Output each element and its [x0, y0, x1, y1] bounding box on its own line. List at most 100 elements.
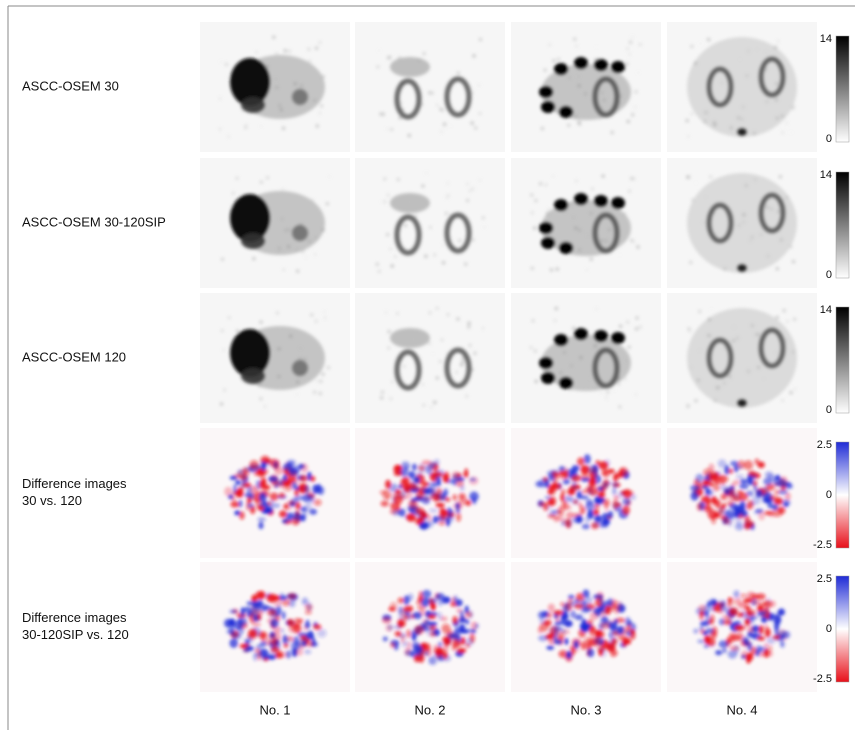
difference-speck [577, 457, 584, 465]
difference-speck [588, 464, 596, 473]
difference-speck [394, 495, 403, 505]
uptake [421, 382, 425, 386]
uptake [573, 37, 577, 41]
difference-speck [559, 466, 566, 471]
difference-speck [582, 524, 590, 529]
difference-speck [599, 594, 603, 603]
difference-speck [288, 593, 297, 599]
difference-speck [690, 485, 699, 492]
image-panel [355, 158, 505, 288]
difference-speck [259, 502, 268, 507]
difference-speck [293, 624, 301, 633]
difference-speck [442, 473, 449, 483]
difference-speck [465, 500, 471, 506]
uptake [638, 43, 642, 47]
difference-speck [456, 480, 464, 487]
uptake [737, 264, 747, 272]
difference-speck [704, 505, 712, 511]
uptake [321, 372, 325, 376]
difference-speck [564, 620, 572, 627]
row-label: ASCC-OSEM 30-120SIP [22, 214, 166, 229]
uptake [709, 308, 713, 312]
colorbar [836, 36, 849, 142]
colorbar-label: 0 [826, 269, 832, 281]
difference-speck [253, 601, 260, 609]
uptake [611, 197, 625, 209]
difference-speck [441, 514, 445, 520]
uptake [554, 307, 558, 311]
uptake [323, 310, 327, 314]
difference-speck [459, 493, 466, 500]
uptake [442, 247, 446, 251]
difference-speck [465, 619, 469, 625]
difference-speck [625, 639, 631, 645]
uptake [483, 225, 487, 229]
uptake [690, 112, 694, 116]
difference-speck [729, 632, 736, 637]
uptake [470, 121, 474, 125]
difference-speck [777, 610, 784, 615]
uptake [791, 260, 795, 264]
uptake [438, 360, 442, 364]
difference-speck [442, 637, 450, 642]
uptake [687, 175, 691, 179]
uptake [327, 175, 331, 179]
difference-speck [617, 491, 624, 498]
uptake [466, 199, 470, 203]
uptake [707, 37, 711, 41]
column-label: No. 3 [570, 702, 601, 717]
difference-speck [739, 483, 748, 489]
difference-speck [571, 498, 580, 505]
uptake [554, 199, 568, 211]
difference-speck [244, 638, 253, 643]
uptake [789, 391, 793, 395]
difference-speck [406, 490, 413, 499]
difference-speck [398, 509, 405, 517]
uptake [266, 176, 270, 180]
difference-speck [229, 619, 234, 626]
uptake [477, 83, 481, 87]
difference-speck [318, 486, 325, 495]
uptake [255, 50, 259, 54]
difference-speck [613, 500, 619, 509]
uptake [390, 380, 394, 384]
difference-speck [735, 620, 741, 625]
difference-speck [441, 624, 450, 634]
uptake [694, 399, 698, 403]
difference-speck [274, 462, 279, 470]
difference-speck [435, 593, 444, 600]
uptake [440, 130, 444, 134]
difference-speck [390, 642, 395, 648]
colorbar [836, 172, 849, 278]
uptake [554, 334, 568, 346]
uptake [446, 181, 450, 185]
difference-speck [281, 611, 285, 619]
difference-speck [737, 627, 743, 637]
difference-speck [295, 648, 303, 656]
difference-speck [729, 608, 738, 616]
difference-speck [756, 509, 764, 513]
difference-speck [607, 515, 612, 519]
difference-speck [475, 623, 479, 628]
uptake [467, 321, 471, 325]
uptake [626, 320, 630, 324]
difference-speck [735, 598, 741, 606]
difference-speck [401, 634, 405, 643]
difference-speck [628, 620, 632, 625]
uptake [567, 123, 571, 127]
difference-speck [383, 636, 388, 641]
difference-speck [602, 499, 609, 507]
difference-speck [737, 490, 743, 495]
column-label: No. 2 [414, 702, 445, 717]
uptake [737, 399, 747, 407]
uptake [220, 329, 224, 333]
difference-speck [768, 504, 773, 509]
uptake [275, 311, 279, 315]
difference-speck [270, 619, 278, 628]
uptake [539, 222, 553, 234]
difference-speck [580, 473, 590, 479]
difference-speck [756, 489, 763, 497]
difference-speck [436, 503, 445, 508]
difference-speck [289, 620, 293, 625]
difference-speck [591, 475, 596, 483]
